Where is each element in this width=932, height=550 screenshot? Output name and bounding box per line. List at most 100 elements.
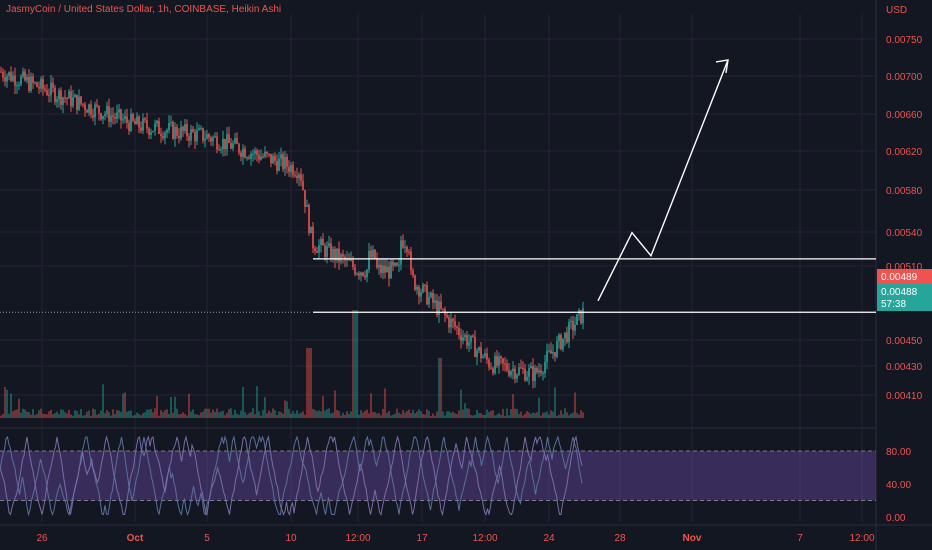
candle-body <box>48 95 50 97</box>
candle-body <box>126 116 128 123</box>
candle-body <box>62 97 64 105</box>
candle-body <box>40 79 42 89</box>
candle-body <box>434 300 436 303</box>
volume-bar <box>168 414 170 418</box>
volume-bar <box>308 348 310 418</box>
last-price-label-bg <box>877 284 932 311</box>
candle-body <box>296 175 298 179</box>
volume-bar <box>144 412 146 418</box>
volume-bar <box>412 410 414 418</box>
candle-body <box>136 116 138 125</box>
volume-bar <box>310 348 312 418</box>
candle-body <box>332 248 334 260</box>
candle-body <box>438 301 440 316</box>
candle-body <box>258 155 260 160</box>
volume-bar <box>172 412 174 418</box>
volume-bar <box>368 413 370 418</box>
volume-bar <box>464 403 466 418</box>
volume-bar <box>508 415 510 418</box>
volume-bar <box>222 410 224 418</box>
candle-body <box>308 205 310 234</box>
candle-body <box>148 128 150 135</box>
candle-body <box>268 153 270 155</box>
volume-bar <box>74 410 76 418</box>
volume-bar <box>458 410 460 418</box>
volume-bar <box>340 415 342 418</box>
volume-bar <box>334 390 336 418</box>
volume-bar <box>234 409 236 418</box>
candle-body <box>180 126 182 139</box>
candle-body <box>386 266 388 273</box>
candle-body <box>200 128 202 130</box>
volume-bar <box>206 408 208 418</box>
candle-body <box>582 308 584 324</box>
candle-body <box>460 335 462 341</box>
volume-bar <box>454 413 456 418</box>
candle-body <box>164 132 166 139</box>
volume-bar <box>374 412 376 418</box>
volume-bar <box>320 411 322 418</box>
volume-bar <box>236 413 238 418</box>
candle-body <box>100 113 102 120</box>
volume-bar <box>44 413 46 418</box>
candle-body <box>384 265 386 273</box>
volume-bar <box>348 413 350 418</box>
volume-bar <box>580 410 582 418</box>
candle-body <box>480 347 482 359</box>
volume-bar <box>564 408 566 418</box>
volume-bar <box>292 410 294 418</box>
candle-body <box>526 376 528 381</box>
volume-bar <box>554 387 556 418</box>
candle-body <box>564 332 566 339</box>
candle-body <box>236 138 238 144</box>
candle-body <box>538 370 540 373</box>
volume-bar <box>178 414 180 418</box>
candle-body <box>124 116 126 120</box>
volume-bar <box>386 412 388 418</box>
volume-bar <box>456 414 458 418</box>
volume-bar <box>560 410 562 418</box>
candle-body <box>16 85 18 87</box>
candle-body <box>484 353 486 357</box>
volume-bar <box>278 411 280 418</box>
candle-body <box>418 286 420 297</box>
price-tick-label: 0.00450 <box>886 336 923 347</box>
volume-bar <box>72 415 74 418</box>
time-tick-label: 26 <box>36 533 48 544</box>
volume-bar <box>160 410 162 418</box>
volume-bar <box>392 414 394 418</box>
volume-bar <box>436 411 438 418</box>
volume-bar <box>518 413 520 418</box>
volume-bar <box>410 413 412 418</box>
candle-body <box>430 292 432 297</box>
candle-body <box>474 336 476 358</box>
candle-body <box>226 134 228 150</box>
candle-body <box>550 350 552 354</box>
candle-body <box>230 142 232 149</box>
volume-bar <box>546 411 548 418</box>
volume-bar <box>22 408 24 418</box>
volume-bar <box>418 409 420 418</box>
candle-body <box>72 97 74 107</box>
candle-body <box>20 76 22 85</box>
candle-body <box>380 264 382 274</box>
volume-bar <box>550 410 552 418</box>
candle-body <box>324 245 326 257</box>
volume-bar <box>324 410 326 418</box>
volume-bar <box>256 386 258 418</box>
volume-bar <box>538 397 540 418</box>
candle-body <box>528 368 530 377</box>
volume-bar <box>416 411 418 418</box>
candle-body <box>120 109 122 121</box>
volume-bar <box>338 410 340 418</box>
candle-body <box>398 264 400 266</box>
candle-body <box>44 88 46 91</box>
candle-body <box>420 292 422 297</box>
volume-bar <box>526 411 528 418</box>
volume-bar <box>358 414 360 418</box>
candle-body <box>144 118 146 121</box>
candle-body <box>334 248 336 261</box>
candle-body <box>56 99 58 103</box>
